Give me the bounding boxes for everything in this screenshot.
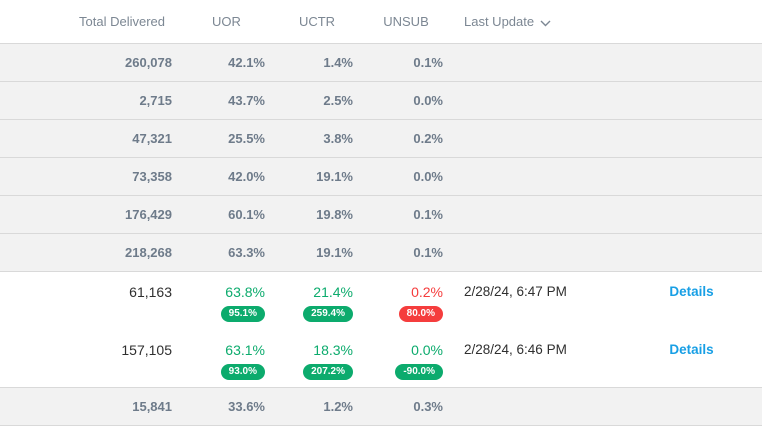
unsub-value: 0.0% (411, 342, 443, 358)
table-row: 260,078 42.1% 1.4% 0.1% (0, 44, 762, 82)
uor-value: 63.3% (228, 244, 265, 260)
uor-value: 42.1% (228, 54, 265, 70)
header-uor: UOR (212, 14, 241, 29)
unsub-change-badge: -90.0% (395, 364, 443, 380)
header-unsub: UNSUB (383, 14, 429, 29)
total-delivered-value: 15,841 (132, 398, 172, 414)
table-row: 47,321 25.5% 3.8% 0.2% (0, 120, 762, 158)
uctr-change-badge: 259.4% (303, 306, 353, 322)
uor-value: 43.7% (228, 92, 265, 108)
uctr-value: 3.8% (323, 130, 353, 146)
uctr-value: 2.5% (323, 92, 353, 108)
table-header-row: Total Delivered UOR UCTR UNSUB Last Upda… (0, 0, 762, 44)
uor-value: 33.6% (228, 398, 265, 414)
uctr-value: 19.1% (316, 168, 353, 184)
uor-value: 25.5% (228, 130, 265, 146)
header-uctr: UCTR (298, 14, 336, 29)
uor-change-badge: 95.1% (220, 306, 265, 322)
details-link[interactable]: Details (669, 342, 714, 357)
header-last-update-label: Last Update (464, 14, 535, 29)
unsub-value: 0.0% (413, 92, 443, 108)
unsub-change-badge: 80.0% (398, 306, 443, 322)
uctr-value: 19.1% (316, 244, 353, 260)
uctr-value: 18.3% (313, 342, 353, 358)
uor-value: 63.1% (225, 342, 265, 358)
table-row: 218,268 63.3% 19.1% 0.1% (0, 234, 762, 272)
uctr-value: 1.2% (323, 398, 353, 414)
uctr-change-badge: 207.2% (303, 364, 353, 380)
table-row: 15,841 33.6% 1.2% 0.3% (0, 388, 762, 426)
unsub-value: 0.2% (411, 284, 443, 300)
table-row: 2,715 43.7% 2.5% 0.0% (0, 82, 762, 120)
uctr-value: 1.4% (323, 54, 353, 70)
last-update-value: 2/28/24, 6:47 PM (464, 284, 567, 299)
unsub-value: 0.1% (413, 244, 443, 260)
last-update-value: 2/28/24, 6:46 PM (464, 342, 567, 357)
table-body: 260,078 42.1% 1.4% 0.1% 2,715 43.7% 2.5 (0, 44, 762, 426)
total-delivered-value: 47,321 (132, 130, 172, 146)
total-delivered-value: 2,715 (139, 92, 172, 108)
table-row: 157,105 63.1% 93.0% 18.3% 207.2% 0.0% -9… (0, 330, 762, 388)
unsub-value: 0.2% (413, 130, 443, 146)
unsub-value: 0.3% (413, 398, 443, 414)
total-delivered-value: 61,163 (129, 284, 172, 300)
unsub-value: 0.1% (413, 54, 443, 70)
unsub-value: 0.1% (413, 206, 443, 222)
uctr-value: 19.8% (316, 206, 353, 222)
header-total-delivered: Total Delivered (79, 14, 165, 29)
uor-value: 42.0% (228, 168, 265, 184)
uor-change-badge: 93.0% (220, 364, 265, 380)
total-delivered-value: 157,105 (121, 342, 172, 358)
total-delivered-value: 176,429 (125, 206, 172, 222)
uctr-value: 21.4% (313, 284, 353, 300)
table-row: 176,429 60.1% 19.8% 0.1% (0, 196, 762, 234)
chevron-down-icon[interactable] (540, 15, 551, 30)
table-row: 61,163 63.8% 95.1% 21.4% 259.4% 0.2% 80.… (0, 272, 762, 330)
total-delivered-value: 73,358 (132, 168, 172, 184)
uor-value: 63.8% (225, 284, 265, 300)
unsub-value: 0.0% (413, 168, 443, 184)
total-delivered-value: 218,268 (125, 244, 172, 260)
table-row: 73,358 42.0% 19.1% 0.0% (0, 158, 762, 196)
uor-value: 60.1% (228, 206, 265, 222)
total-delivered-value: 260,078 (125, 54, 172, 70)
details-link[interactable]: Details (669, 284, 714, 299)
header-last-update[interactable]: Last Update (451, 13, 621, 30)
